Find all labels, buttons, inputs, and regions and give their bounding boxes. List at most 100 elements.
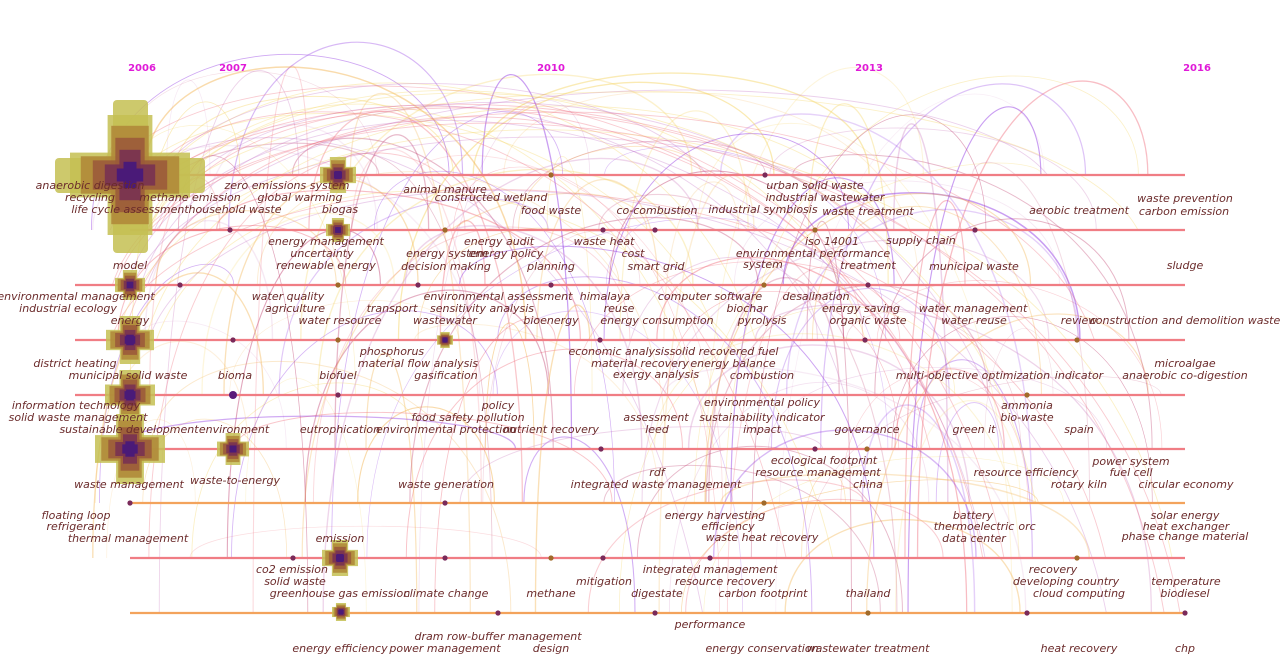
keyword-label: energy management [268,235,384,248]
burst-municipal-solid-waste [105,370,155,420]
keyword-label: global warming [257,191,343,204]
link-arc [811,205,1042,396]
keyword-label: design [532,642,570,655]
link-arc [656,256,968,614]
keyword-label: exergy analysis [612,368,700,381]
keyword-label: digestate [631,587,683,600]
keyword-label: treatment [840,259,896,272]
link-arc [775,93,1045,614]
keyword-label: spain [1064,423,1094,436]
link-arc [145,137,704,614]
keyword-label: biodiesel [1160,587,1210,600]
link-arc [704,67,924,504]
link-arc [106,419,196,559]
link-arc [708,277,840,504]
keyword-label: environmental performance [735,247,891,260]
keyword-label: rdf [649,466,665,479]
link-arc [523,436,636,614]
keyword-label: methane emission [139,191,241,204]
link-arc [278,197,549,396]
burst-waste-management-core [70,115,190,235]
keyword-label: developing country [1012,575,1120,588]
keyword-label: thermal management [67,532,189,545]
keyword-label: china [853,478,883,491]
link-arc [351,148,483,504]
keyword-label: municipal solid waste [68,369,188,382]
keyword-label: computer software [657,290,763,303]
keyword-node [597,337,603,343]
year-label-2006: 2006 [128,63,156,74]
burst-energy-efficiency [332,603,350,621]
keyword-node [762,172,768,178]
link-arc [291,137,554,450]
keyword-label: phase change material [1121,530,1249,543]
keyword-node [761,282,767,288]
keyword-label: climate change [403,587,489,600]
burst-model [115,270,145,300]
keyword-label: renewable energy [276,259,376,272]
link-arc [894,368,1005,450]
link-arc [110,188,1107,559]
keyword-label: pyrolysis [737,314,787,327]
link-arc [122,116,984,559]
keyword-label: data center [942,532,1006,545]
link-arc [481,74,573,450]
keyword-label: desalination [782,290,850,303]
keyword-label: water management [918,302,1028,315]
keyword-label: reuse [603,302,635,315]
link-arc [92,272,265,559]
keyword-node [862,337,868,343]
link-arc [668,381,930,614]
keyword-label: material recovery [591,357,689,370]
link-arc [685,498,944,614]
keyword-label: information technology [11,399,141,412]
keyword-label: heat recovery [1040,642,1118,655]
keyword-label: material flow analysis [357,357,479,370]
keyword-label: fuel cell [1109,466,1153,479]
keyword-label: integrated management [642,563,778,576]
link-arc [153,104,846,396]
link-arc [301,192,648,559]
keyword-node [865,610,871,616]
keyword-label: construction and demolition waste [1089,314,1281,327]
keyword-label: supply chain [886,234,956,247]
link-arc [482,231,641,504]
keyword-label: organic waste [829,314,907,327]
link-arc [916,80,1149,559]
link-arc [459,426,824,504]
burst-wastewater [437,332,453,348]
link-arc [503,91,919,286]
keyword-label: combustion [729,369,795,382]
keyword-label: orc [1018,520,1036,533]
keyword-label: heat exchanger [1142,520,1230,533]
link-arc [216,189,582,341]
keyword-label: resource recovery [675,575,775,588]
link-arc [114,111,1095,341]
keyword-label: himalaya [579,290,631,303]
keyword-label: solid waste [264,575,326,588]
link-arc [173,95,454,176]
keyword-label: smart grid [627,260,685,273]
keyword-label: waste treatment [822,205,914,218]
keyword-node [548,282,554,288]
link-arc [605,207,889,450]
burst-renewable-energy [326,218,350,242]
keyword-label: uncertainty [290,247,354,260]
keyword-node [865,282,871,288]
keyword-label: mitigation [576,575,632,588]
keyword-label: circular economy [1138,478,1234,491]
keyword-node [127,500,133,506]
keyword-label: recycling [65,191,115,204]
link-arc [204,123,378,231]
keyword-label: biochar [726,302,768,315]
link-arc [534,304,591,614]
link-arc [619,110,749,341]
keyword-label: energy conservation [705,642,819,655]
keyword-label: environmental protection [375,423,517,436]
link-arc [603,133,850,341]
link-arc [536,178,659,341]
link-arc [517,145,702,231]
keyword-node [972,227,978,233]
keyword-label: solid recovered fuel [669,345,779,358]
keyword-label: transport [366,302,418,315]
